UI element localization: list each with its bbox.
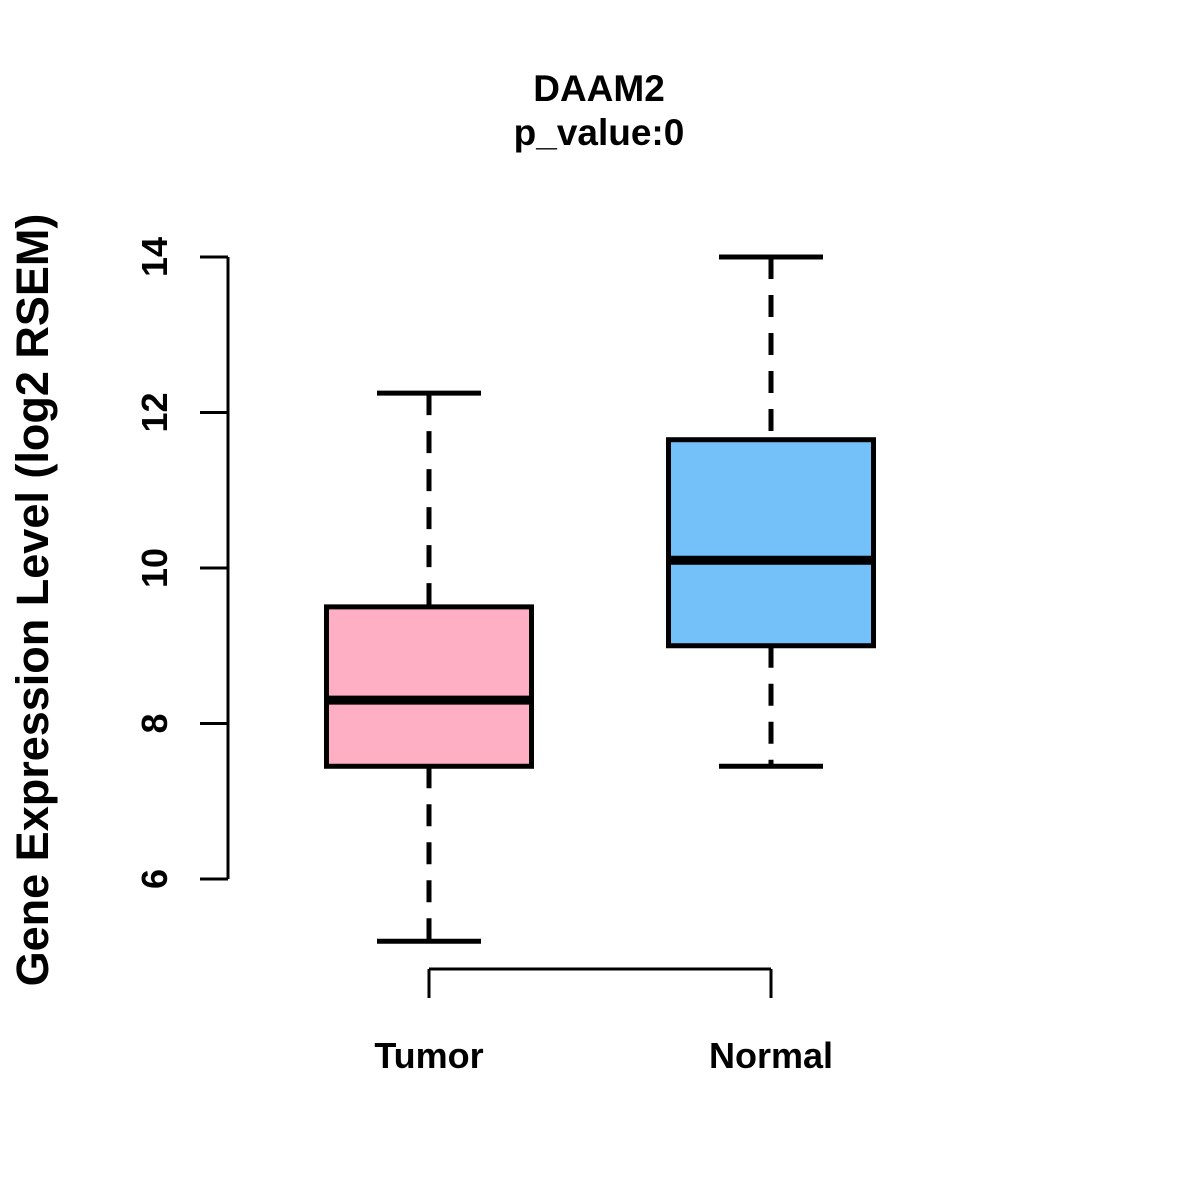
- category-label-normal: Normal: [709, 1035, 833, 1076]
- y-axis-tick-label-10: 10: [134, 548, 175, 588]
- y-axis-tick-label-8: 8: [134, 713, 175, 733]
- y-axis-tick-label-6: 6: [134, 869, 175, 889]
- iqr-box-normal: [666, 437, 876, 649]
- category-label-tumor: Tumor: [374, 1035, 483, 1076]
- y-axis-tick-label-12: 12: [134, 392, 175, 432]
- chart-title: DAAM2: [533, 68, 665, 109]
- chart-subtitle: p_value:0: [513, 112, 685, 153]
- iqr-box-tumor: [324, 604, 534, 769]
- y-axis-tick-label-14: 14: [134, 237, 175, 277]
